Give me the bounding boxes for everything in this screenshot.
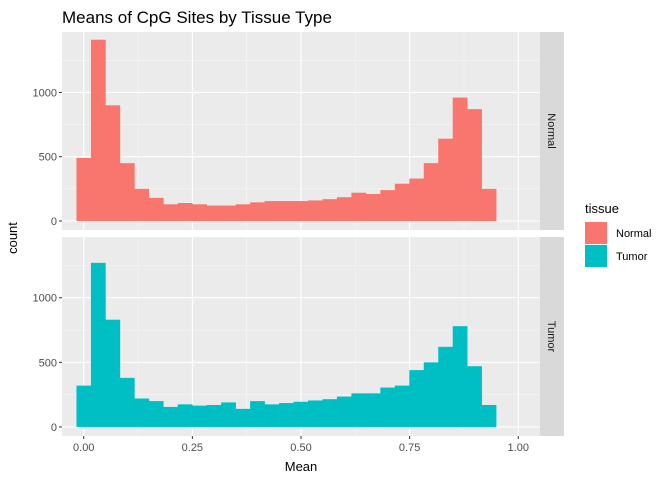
histogram-bar — [481, 404, 497, 427]
histogram-bar — [452, 326, 468, 427]
histogram-bar — [409, 178, 425, 221]
histogram-bar — [394, 385, 410, 427]
histogram-bar — [90, 39, 106, 221]
histogram-bar — [452, 97, 468, 221]
x-axis-title: Mean — [285, 459, 318, 474]
histogram-bar — [336, 396, 352, 427]
histogram-bar — [192, 204, 208, 221]
histogram-bar — [293, 201, 309, 221]
histogram-bar — [351, 393, 367, 427]
legend-swatch — [585, 222, 607, 244]
histogram-bar — [336, 197, 352, 221]
histogram-bar — [423, 163, 439, 221]
histogram-bar — [148, 197, 164, 221]
histogram-bar — [134, 398, 150, 427]
histogram-bar — [467, 109, 482, 221]
histogram-bar — [148, 401, 164, 427]
legend-swatch — [585, 245, 607, 267]
histogram-bar — [322, 399, 338, 427]
x-tick-label: 0.75 — [399, 442, 420, 454]
histogram-bar — [76, 158, 92, 221]
histogram-bar — [134, 188, 150, 221]
histogram-bar — [177, 404, 193, 427]
histogram-bar — [163, 204, 179, 221]
y-tick-label: 1000 — [33, 87, 57, 99]
histogram-bar — [293, 401, 309, 427]
histogram-bar — [279, 201, 294, 221]
histogram-bar — [235, 408, 251, 427]
histogram-bar — [105, 105, 121, 221]
histogram-bar — [119, 377, 135, 427]
histogram-bar — [206, 404, 222, 427]
histogram-bar — [438, 138, 453, 221]
histogram-bar — [279, 403, 294, 427]
facet-strip — [540, 32, 564, 230]
facet-strip-label: Tumor — [545, 321, 557, 353]
x-tick-label: 0.00 — [73, 442, 94, 454]
histogram-bar — [76, 385, 92, 427]
histogram-bar — [423, 362, 439, 427]
histogram-bar — [351, 192, 367, 221]
panel-tumor: 0 500 1000 Tumor — [33, 237, 564, 436]
histogram-bar — [163, 406, 179, 427]
chart-title: Means of CpG Sites by Tissue Type — [62, 8, 332, 27]
histogram-bar — [307, 200, 323, 221]
y-tick-label: 500 — [39, 152, 57, 164]
legend-label: Normal — [616, 228, 651, 240]
x-tick-label: 0.25 — [182, 442, 203, 454]
y-axis-title: count — [5, 222, 20, 254]
x-tick-label: 0.50 — [290, 442, 311, 454]
x-tick-label: 1.00 — [508, 442, 529, 454]
histogram-bar — [221, 402, 236, 427]
histogram-bar — [90, 262, 106, 427]
histogram-bar — [409, 370, 425, 427]
panel-normal: 0 500 1000 Normal — [33, 32, 564, 230]
histogram-bar — [322, 199, 338, 221]
histogram-bar — [250, 202, 265, 221]
histogram-bar — [264, 404, 280, 427]
histogram-bar — [365, 393, 381, 427]
facet-strip — [540, 237, 564, 436]
histogram-bar — [307, 400, 323, 427]
histogram-bar — [264, 201, 280, 221]
histogram-bar — [250, 401, 265, 427]
y-tick-label: 1000 — [33, 293, 57, 305]
y-tick-label: 0 — [51, 422, 57, 434]
y-tick-label: 0 — [51, 216, 57, 228]
histogram-bar — [221, 205, 236, 221]
histogram-bar — [467, 366, 482, 427]
histogram-bar — [365, 194, 381, 221]
histogram-bar — [192, 405, 208, 427]
histogram-bar — [481, 188, 497, 221]
legend-label: Tumor — [616, 251, 648, 263]
legend-title: tissue — [585, 201, 619, 216]
x-axis: 0.00 0.25 0.50 0.75 1.00 — [73, 436, 529, 454]
histogram-bar — [438, 346, 453, 427]
histogram-bar — [119, 163, 135, 221]
legend: tissue Normal Tumor — [585, 201, 651, 267]
histogram-bar — [206, 205, 222, 221]
histogram-bar — [380, 387, 396, 427]
facet-strip-label: Normal — [545, 113, 557, 148]
histogram-bar — [394, 183, 410, 221]
y-tick-label: 500 — [39, 357, 57, 369]
histogram-bar — [105, 319, 121, 427]
histogram-bar — [380, 190, 396, 221]
histogram-bar — [235, 204, 251, 221]
histogram-bar — [177, 203, 193, 221]
